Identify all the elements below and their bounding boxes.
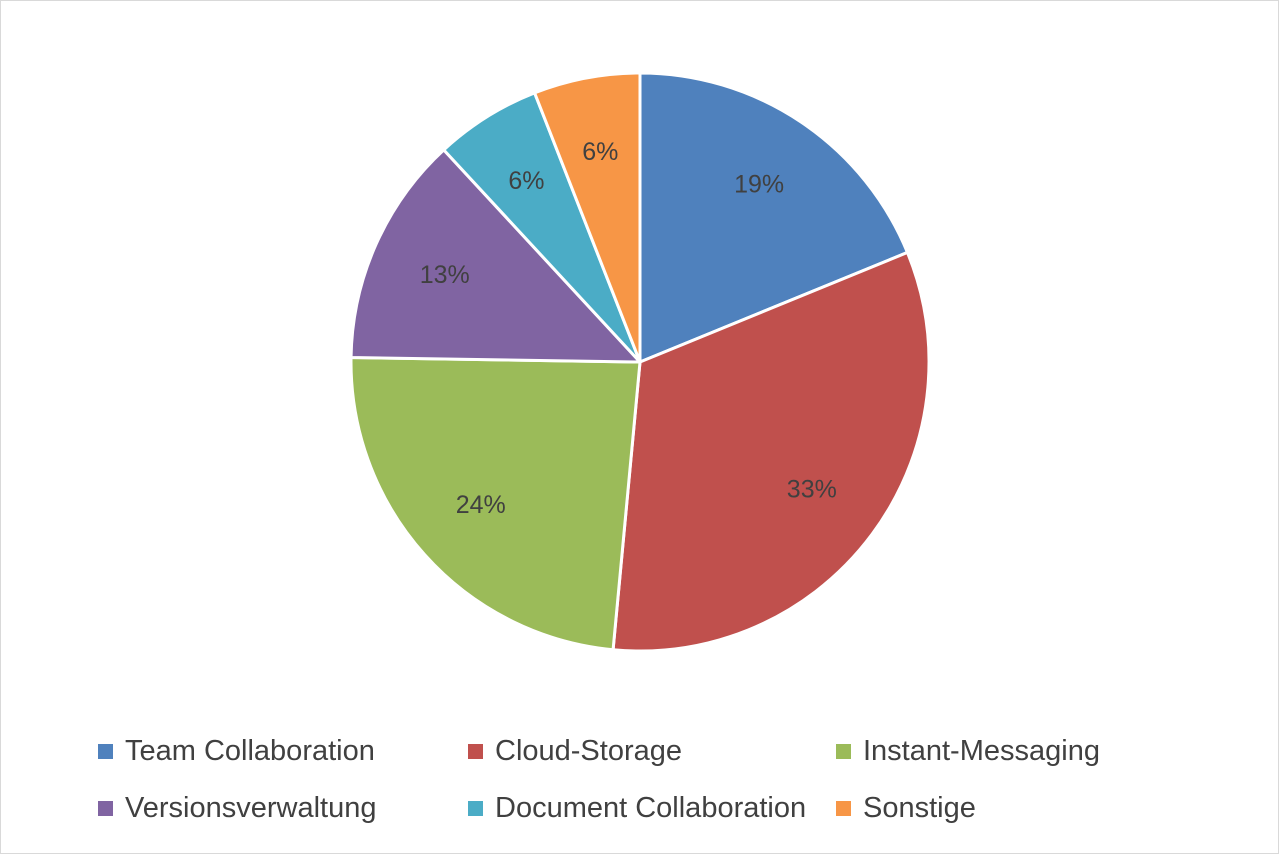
data-label: 13%: [420, 261, 470, 289]
pie-slice-versionsverwaltung: [349, 148, 642, 364]
legend-swatch: [98, 801, 113, 816]
legend-label: Team Collaboration: [125, 735, 375, 767]
legend-label: Sonstige: [863, 792, 976, 824]
legend-swatch: [468, 801, 483, 816]
pie-slice-team-collaboration: [638, 71, 909, 364]
legend-item-team-collaboration: Team Collaboration: [98, 735, 375, 768]
legend-swatch: [836, 744, 851, 759]
legend-item-instant-messaging: Instant-Messaging: [836, 735, 1100, 768]
legend-swatch: [98, 744, 113, 759]
legend-item-document-collaboration: Document Collaboration: [468, 792, 806, 825]
data-label: 24%: [456, 491, 506, 519]
data-label: 19%: [734, 170, 784, 198]
legend-item-cloud-storage: Cloud-Storage: [468, 735, 682, 768]
legend-item-versionsverwaltung: Versionsverwaltung: [98, 792, 376, 825]
legend-swatch: [468, 744, 483, 759]
legend-item-sonstige: Sonstige: [836, 792, 976, 825]
pie-slice-cloud-storage: [611, 250, 931, 653]
legend-label: Document Collaboration: [495, 792, 807, 824]
pie-slice-instant-messaging: [349, 356, 642, 652]
legend-label: Cloud-Storage: [495, 735, 682, 767]
data-label: 6%: [582, 138, 618, 166]
data-label: 33%: [787, 475, 837, 503]
legend-label: Instant-Messaging: [863, 735, 1100, 767]
data-label: 6%: [508, 167, 544, 195]
legend-swatch: [836, 801, 851, 816]
pie-slice-sonstige: [533, 71, 642, 364]
legend-label: Versionsverwaltung: [125, 792, 377, 824]
